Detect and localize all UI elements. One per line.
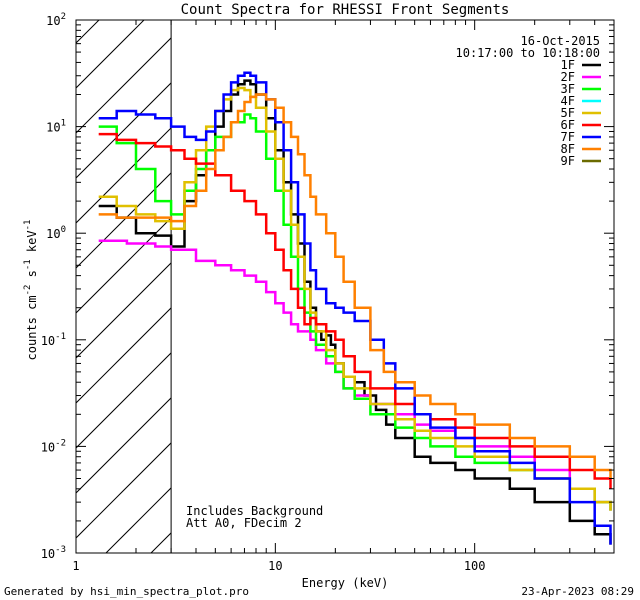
chart-title: Count Spectra for RHESSI Front Segments: [181, 2, 510, 18]
hatch-line: [0, 0, 571, 553]
x-tick-label: 100: [464, 559, 486, 573]
hatch-line: [0, 0, 391, 553]
y-tick-label: 10-2: [41, 438, 66, 454]
series-line-8F: [99, 95, 611, 479]
y-axis-label-exp1: -2: [23, 285, 33, 296]
spectra-chart: Count Spectra for RHESSI Front Segments …: [0, 0, 640, 600]
x-tick-label: 10: [268, 559, 282, 573]
x-axis-label: Energy (keV): [302, 576, 389, 590]
y-tick-label: 102: [46, 12, 66, 28]
y-axis-label-main: counts cm: [25, 295, 39, 360]
footer-generated-by: Generated by hsi_min_spectra_plot.pro: [4, 585, 249, 598]
footer-timestamp: 23-Apr-2023 08:29: [521, 585, 634, 598]
y-tick-label: 10-3: [41, 545, 66, 561]
hatch-line: [0, 0, 346, 553]
y-tick-label: 10-1: [41, 332, 66, 348]
y-axis-label: counts cm-2 s-1 keV-1: [23, 220, 39, 361]
x-tick-label: 1: [72, 559, 79, 573]
time-range-label: 10:17:00 to 10:18:00: [456, 46, 601, 60]
y-axis-label-mid: s: [25, 270, 39, 284]
y-tick-label: 100: [46, 225, 66, 241]
y-tick-label: 101: [46, 119, 66, 135]
legend-label-9F: 9F: [561, 154, 575, 168]
y-axis-label-end: keV: [25, 230, 39, 259]
hatch-line: [0, 0, 436, 553]
annotation-attenuator: Att A0, FDecim 2: [186, 516, 302, 530]
y-axis-label-exp3: -1: [23, 220, 33, 231]
plot-frame: [76, 20, 614, 553]
y-axis-label-exp2: -1: [23, 259, 33, 270]
hatch-line: [0, 0, 121, 553]
